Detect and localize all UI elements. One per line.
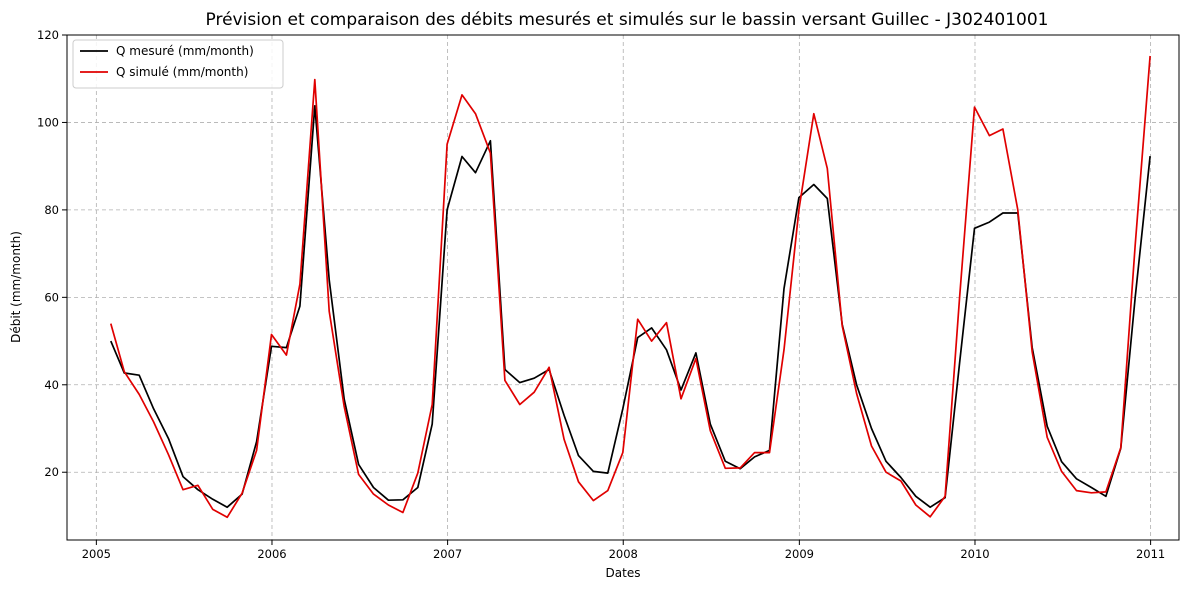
y-tick-label: 120 — [37, 28, 59, 42]
legend-box — [72, 39, 284, 89]
series-line-simulated — [109, 55, 1151, 519]
y-tick-label: 60 — [44, 290, 59, 304]
x-tick-label: 2010 — [960, 547, 989, 561]
x-tick-label: 2008 — [609, 547, 638, 561]
y-axis-label: Débit (mm/month) — [9, 231, 23, 343]
grid — [67, 34, 1179, 540]
series-line-measured — [110, 104, 1151, 509]
axis-ticks: 2005 2006 2007 2008 2009 2010 2011 20 40 60 80 100 1… — [37, 28, 1165, 561]
series-layer — [109, 55, 1151, 519]
x-tick-label: 2011 — [1136, 547, 1165, 561]
x-tick-label: 2009 — [785, 547, 814, 561]
chart-title: Prévision et comparaison des débits mesu… — [206, 10, 1049, 30]
y-tick-label: 80 — [44, 203, 59, 217]
y-tick-label: 40 — [44, 378, 59, 392]
x-tick-label: 2007 — [433, 547, 462, 561]
plot-frame — [66, 34, 1180, 541]
x-axis-label: Dates — [606, 566, 641, 580]
legend-label-measured: Q mesuré (mm/month) — [116, 44, 254, 58]
y-tick-label: 100 — [37, 115, 59, 129]
legend-label-simulated: Q simulé (mm/month) — [116, 65, 248, 79]
x-tick-label: 2005 — [82, 547, 111, 561]
legend: Q mesuré (mm/month) Q simulé (mm/month) — [72, 39, 284, 89]
x-tick-label: 2006 — [257, 547, 286, 561]
y-tick-label: 20 — [44, 465, 59, 479]
